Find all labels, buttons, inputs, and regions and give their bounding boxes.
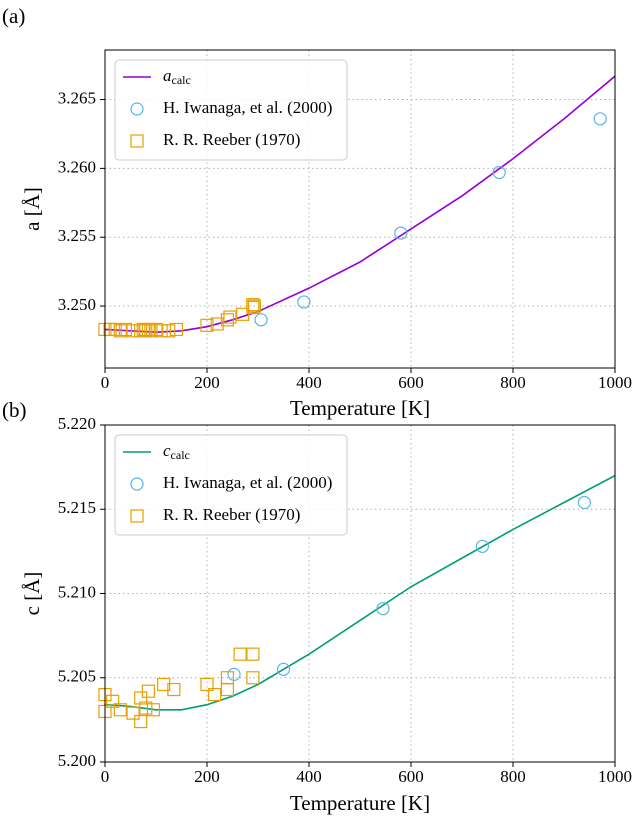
data-point: [149, 322, 163, 337]
x-tick-label: 600: [398, 373, 424, 392]
data-point: [220, 671, 234, 685]
data-point: [210, 317, 224, 331]
y-tick-label: 3.255: [58, 226, 96, 245]
data-point: [577, 495, 592, 510]
x-tick-label: 0: [101, 373, 110, 392]
data-point: [236, 307, 250, 321]
data-point: [144, 324, 158, 338]
panel-label: (a): [2, 4, 25, 28]
data-point: [220, 313, 234, 327]
data-point: [113, 703, 127, 717]
legend-label: ccalc: [163, 441, 190, 462]
y-axis-label: a [Å]: [20, 187, 44, 231]
data-point: [220, 682, 234, 697]
legend-label: R. R. Reeber (1970): [163, 130, 300, 149]
data-point: [134, 691, 148, 705]
legend-label: acalc: [163, 66, 191, 87]
y-tick-label: 5.215: [58, 498, 96, 517]
data-point: [246, 298, 260, 312]
x-tick-label: 800: [500, 767, 526, 786]
y-tick-label: 3.260: [58, 157, 96, 176]
data-point: [134, 714, 148, 729]
data-point: [227, 667, 241, 681]
data-point: [146, 703, 161, 717]
y-tick-label: 5.205: [58, 667, 96, 686]
plot-frame: [104, 424, 616, 763]
data-point: [154, 324, 168, 338]
data-point: [118, 322, 133, 337]
data-point: [223, 310, 237, 324]
data-point: [141, 322, 155, 337]
calc-line: [105, 474, 615, 711]
x-tick-label: 1000: [598, 767, 632, 786]
data-point: [167, 682, 181, 697]
x-tick-label: 400: [296, 373, 322, 392]
plot-frame: [104, 49, 616, 369]
data-point: [208, 687, 222, 702]
data-point: [233, 647, 247, 661]
x-tick-label: 800: [500, 373, 526, 392]
x-tick-label: 200: [194, 767, 220, 786]
x-tick-label: 200: [194, 373, 220, 392]
data-point: [106, 694, 120, 708]
data-point: [113, 324, 127, 338]
legend-swatch: [130, 477, 144, 491]
x-tick-label: 400: [296, 767, 322, 786]
panel-label: (b): [2, 398, 27, 422]
data-point: [157, 677, 171, 692]
x-tick-label: 1000: [598, 373, 632, 392]
data-point: [126, 324, 140, 338]
y-tick-label: 3.250: [58, 295, 96, 314]
y-tick-label: 5.210: [58, 582, 96, 601]
x-tick-label: 0: [101, 767, 110, 786]
data-point: [246, 647, 260, 661]
data-point: [246, 671, 260, 685]
data-point: [169, 322, 183, 337]
legend-swatch: [130, 134, 144, 148]
data-point: [247, 299, 262, 313]
x-axis-label: Temperature [K]: [290, 396, 430, 420]
data-point: [162, 324, 176, 338]
data-point: [141, 684, 155, 698]
data-point: [254, 313, 268, 327]
data-point: [297, 295, 311, 309]
data-point: [376, 602, 390, 616]
data-point: [593, 112, 607, 126]
x-tick-label: 600: [398, 767, 424, 786]
calc-line: [105, 75, 615, 334]
y-axis-label: c [Å]: [20, 572, 44, 616]
y-tick-label: 5.200: [58, 751, 96, 770]
legend-box: [114, 59, 348, 161]
x-axis-label: Temperature [K]: [290, 791, 430, 815]
data-point: [200, 318, 214, 332]
y-tick-label: 5.220: [58, 414, 96, 433]
legend-box: [114, 434, 348, 536]
data-point: [394, 226, 408, 240]
data-point: [126, 706, 140, 720]
data-point: [276, 662, 291, 676]
legend-label: H. Iwanaga, et al. (2000): [163, 473, 332, 492]
data-point: [200, 677, 214, 692]
legend-swatch: [130, 509, 144, 523]
data-point: [108, 322, 122, 337]
y-tick-label: 3.265: [58, 88, 96, 107]
legend-label: R. R. Reeber (1970): [163, 505, 300, 524]
legend-swatch: [130, 102, 144, 116]
data-point: [139, 701, 153, 715]
data-point: [475, 539, 489, 553]
legend-label: H. Iwanaga, et al. (2000): [163, 98, 332, 117]
data-point: [492, 165, 506, 180]
